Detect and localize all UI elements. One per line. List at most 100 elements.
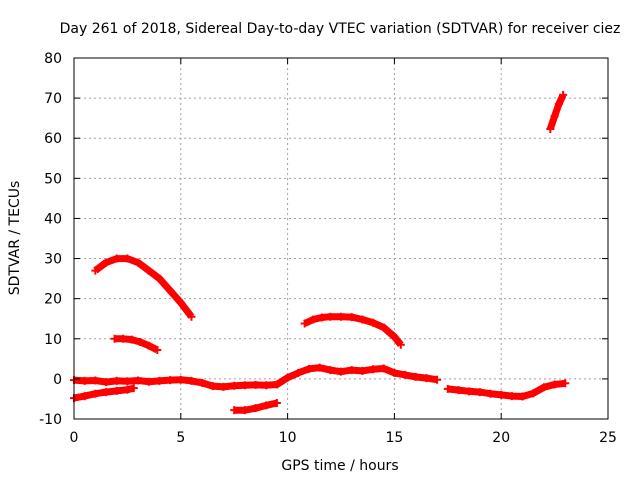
data-point: [561, 379, 570, 388]
data-point: [554, 100, 563, 109]
series-arc-1: [91, 254, 196, 321]
data-point: [443, 384, 452, 393]
data-point: [390, 332, 399, 341]
data-point: [198, 378, 207, 387]
data-point: [507, 392, 516, 401]
data-point: [80, 376, 89, 385]
data-point: [240, 406, 249, 415]
data-point: [326, 312, 335, 321]
series-arc-2: [110, 334, 162, 355]
data-point: [112, 376, 121, 385]
data-point: [539, 383, 548, 392]
data-point: [119, 334, 128, 343]
data-point: [300, 319, 309, 328]
data-point: [396, 340, 405, 349]
data-point: [144, 266, 153, 275]
y-tick-label: 80: [44, 51, 62, 67]
data-point: [309, 315, 318, 324]
data-point: [230, 381, 239, 390]
data-point: [379, 364, 388, 373]
data-point: [129, 384, 138, 393]
data-point: [134, 376, 143, 385]
data-point: [433, 375, 442, 384]
data-point: [166, 286, 175, 295]
x-tick-label: 0: [70, 430, 79, 446]
grid-layer: [74, 58, 608, 419]
data-point: [208, 382, 217, 391]
data-point: [176, 375, 185, 384]
data-point: [123, 385, 132, 394]
tick-layer: 0 5 10 15 20 25 -10 0 10 20 30 40 50 60 70 80: [39, 51, 617, 446]
data-point: [317, 313, 326, 322]
data-point: [102, 388, 111, 397]
data-point: [127, 335, 136, 344]
data-point: [153, 346, 162, 355]
y-tick-label: 60: [44, 131, 62, 147]
data-point: [136, 337, 145, 346]
data-point: [315, 363, 324, 372]
data-point: [272, 398, 281, 407]
data-point: [91, 266, 100, 275]
data-point: [102, 258, 111, 267]
data-point: [176, 298, 185, 307]
data-point: [358, 315, 367, 324]
data-point: [134, 258, 143, 267]
data-point: [379, 323, 388, 332]
data-point: [304, 364, 313, 373]
data-point: [529, 389, 538, 398]
data-point: [144, 341, 153, 350]
x-tick-label: 20: [492, 430, 510, 446]
data-point: [283, 373, 292, 382]
data-point: [155, 376, 164, 385]
data-point: [112, 386, 121, 395]
data-point: [262, 381, 271, 390]
data-point: [102, 378, 111, 387]
data-point: [347, 313, 356, 322]
data-point: [272, 380, 281, 389]
series-line: [546, 93, 567, 131]
x-tick-label: 5: [176, 430, 185, 446]
data-point: [294, 368, 303, 377]
data-point: [112, 254, 121, 263]
data-point: [518, 392, 527, 401]
data-point: [230, 406, 239, 415]
data-point: [219, 382, 228, 391]
data-point: [123, 254, 132, 263]
data-point: [486, 389, 495, 398]
x-tick-label: 25: [599, 430, 617, 446]
y-tick-label: 70: [44, 91, 62, 107]
x-tick-label: 10: [279, 430, 297, 446]
data-point: [390, 368, 399, 377]
data-point: [422, 374, 431, 383]
x-axis-label: GPS time / hours: [281, 458, 398, 474]
data-point: [91, 376, 100, 385]
data-point: [550, 380, 559, 389]
series-layer: [70, 90, 570, 415]
data-point: [411, 372, 420, 381]
data-point: [166, 376, 175, 385]
y-tick-label: 0: [53, 372, 62, 388]
data-point: [347, 366, 356, 375]
data-point: [337, 312, 345, 321]
data-point: [155, 274, 164, 283]
data-point: [559, 90, 568, 99]
series-arc-4: [70, 384, 138, 403]
data-point: [91, 389, 100, 398]
data-point: [144, 377, 153, 386]
data-point: [465, 387, 474, 396]
chart-title: Day 261 of 2018, Sidereal Day-to-day VTE…: [60, 21, 621, 37]
data-point: [123, 377, 132, 386]
y-tick-label: 10: [44, 332, 62, 348]
series-arc-6: [300, 312, 405, 349]
y-tick-label: 50: [44, 171, 62, 187]
data-point: [358, 366, 367, 375]
data-point: [262, 401, 271, 410]
data-point: [550, 112, 559, 121]
y-axis-label: SDTVAR / TECUs: [7, 181, 23, 296]
data-point: [240, 381, 249, 390]
y-tick-label: 20: [44, 292, 62, 308]
series-line: [93, 255, 195, 319]
data-point: [369, 318, 378, 327]
data-point: [546, 124, 555, 133]
